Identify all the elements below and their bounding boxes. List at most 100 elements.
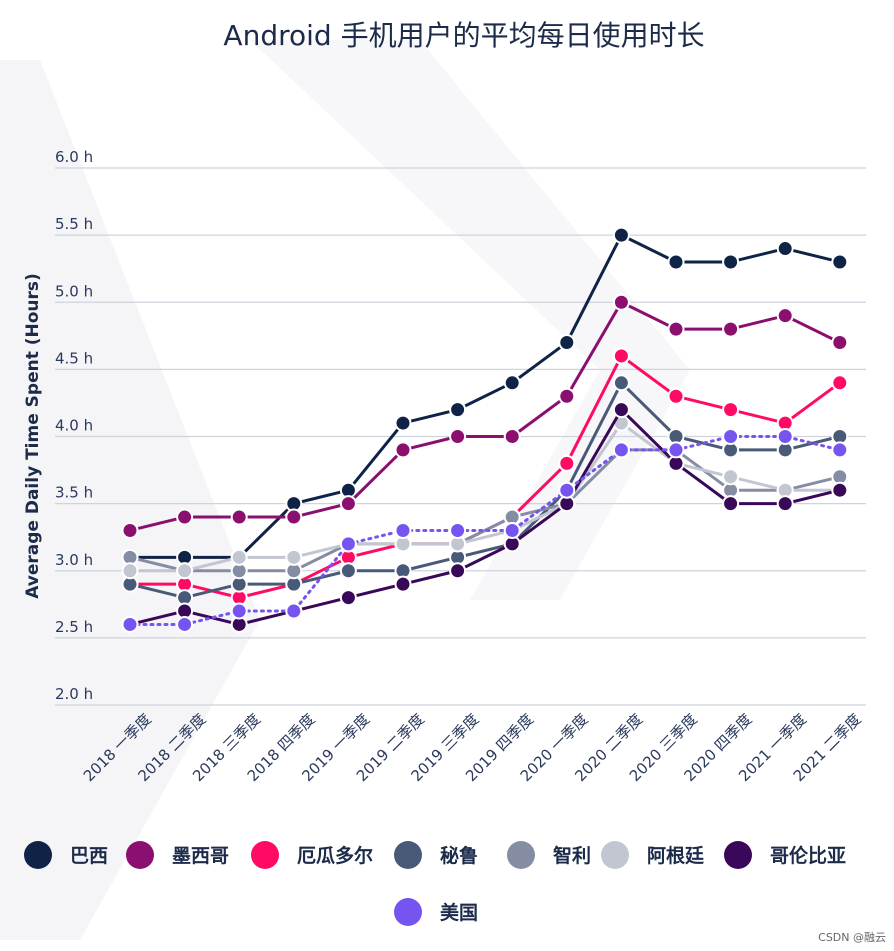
series-layer xyxy=(121,226,849,633)
data-point xyxy=(394,575,412,593)
data-point xyxy=(776,307,794,325)
data-point xyxy=(339,562,357,580)
legend-label: 美国 xyxy=(440,901,478,924)
y-tick-label: 4.0 h xyxy=(55,417,93,435)
data-point xyxy=(339,495,357,513)
data-point xyxy=(722,468,740,486)
series-line xyxy=(128,448,842,573)
data-point xyxy=(722,401,740,419)
data-point xyxy=(612,226,630,244)
data-point xyxy=(285,508,303,526)
legend-item: 智利 xyxy=(507,841,591,869)
data-point xyxy=(612,441,630,459)
data-point xyxy=(667,387,685,405)
series-7 xyxy=(121,428,849,633)
data-point xyxy=(285,548,303,566)
data-point xyxy=(722,320,740,338)
data-point xyxy=(831,441,849,459)
data-point xyxy=(612,401,630,419)
data-point xyxy=(667,320,685,338)
data-point xyxy=(558,387,576,405)
legend-item: 阿根廷 xyxy=(601,841,705,869)
y-tick-label: 2.5 h xyxy=(55,618,93,636)
data-point xyxy=(503,374,521,392)
data-point xyxy=(831,253,849,271)
data-point xyxy=(285,602,303,620)
data-point xyxy=(121,615,139,633)
y-tick-label: 6.0 h xyxy=(55,148,93,166)
legend-label: 厄瓜多尔 xyxy=(297,844,373,867)
legend-swatch xyxy=(601,841,629,869)
data-point xyxy=(176,615,194,633)
data-point xyxy=(558,454,576,472)
data-point xyxy=(558,334,576,352)
data-point xyxy=(449,428,467,445)
series-line xyxy=(128,233,842,559)
legend-label: 巴西 xyxy=(70,845,108,867)
data-point xyxy=(121,562,139,580)
series-line xyxy=(128,381,842,600)
chart-title: Android 手机用户的平均每日使用时长 xyxy=(223,19,704,52)
data-point xyxy=(612,374,630,392)
legend-label: 秘鲁 xyxy=(440,844,478,867)
y-tick-label: 5.0 h xyxy=(55,282,93,300)
data-point xyxy=(558,481,576,499)
legend-item: 哥伦比亚 xyxy=(724,841,846,869)
series-line xyxy=(128,421,842,573)
y-tick-labels: 2.0 h 2.5 h 3.0 h 3.5 h 4.0 h 4.5 h 5.0 h 5.5 h… xyxy=(55,148,93,703)
data-point xyxy=(831,481,849,499)
data-point xyxy=(394,414,412,432)
y-tick-label: 2.0 h xyxy=(55,685,93,703)
legend-label: 智利 xyxy=(553,844,591,867)
data-point xyxy=(667,253,685,271)
y-axis-label: Average Daily Time Spent (Hours) xyxy=(23,273,43,599)
data-point xyxy=(449,401,467,419)
legend-swatch xyxy=(394,898,422,926)
series-1 xyxy=(121,293,849,539)
data-point xyxy=(612,347,630,365)
data-point xyxy=(449,521,467,539)
legend-swatch xyxy=(126,841,154,869)
legend-item: 厄瓜多尔 xyxy=(251,841,373,869)
data-point xyxy=(612,293,630,311)
data-point xyxy=(667,441,685,459)
data-point xyxy=(776,240,794,258)
data-point xyxy=(722,495,740,513)
data-point xyxy=(776,428,794,445)
legend-swatch xyxy=(251,841,279,869)
y-tick-label: 3.5 h xyxy=(55,484,93,502)
data-point xyxy=(339,589,357,607)
y-tick-label: 3.0 h xyxy=(55,551,93,569)
legend-swatch xyxy=(394,841,422,869)
legend-item: 巴西 xyxy=(24,841,108,869)
data-point xyxy=(230,602,248,620)
data-point xyxy=(831,334,849,352)
watermark-text: CSDN @融云 xyxy=(818,931,886,944)
data-point xyxy=(831,374,849,392)
legend-label: 阿根廷 xyxy=(647,844,705,867)
data-point xyxy=(722,428,740,445)
legend-item: 墨西哥 xyxy=(126,841,229,869)
legend-swatch xyxy=(24,841,52,869)
data-point xyxy=(503,428,521,445)
data-point xyxy=(176,508,194,526)
series-line xyxy=(128,300,842,532)
data-point xyxy=(394,441,412,459)
y-tick-label: 5.5 h xyxy=(55,215,93,233)
legend-item: 秘鲁 xyxy=(394,841,478,869)
data-point xyxy=(722,253,740,271)
data-point xyxy=(776,495,794,513)
legend-item: 美国 xyxy=(394,898,478,926)
data-point xyxy=(339,535,357,553)
data-point xyxy=(176,562,194,580)
data-point xyxy=(230,548,248,566)
data-point xyxy=(121,521,139,539)
data-point xyxy=(394,521,412,539)
data-point xyxy=(230,508,248,526)
legend-label: 墨西哥 xyxy=(172,845,229,867)
legend-label: 哥伦比亚 xyxy=(770,844,846,867)
data-point xyxy=(449,562,467,580)
